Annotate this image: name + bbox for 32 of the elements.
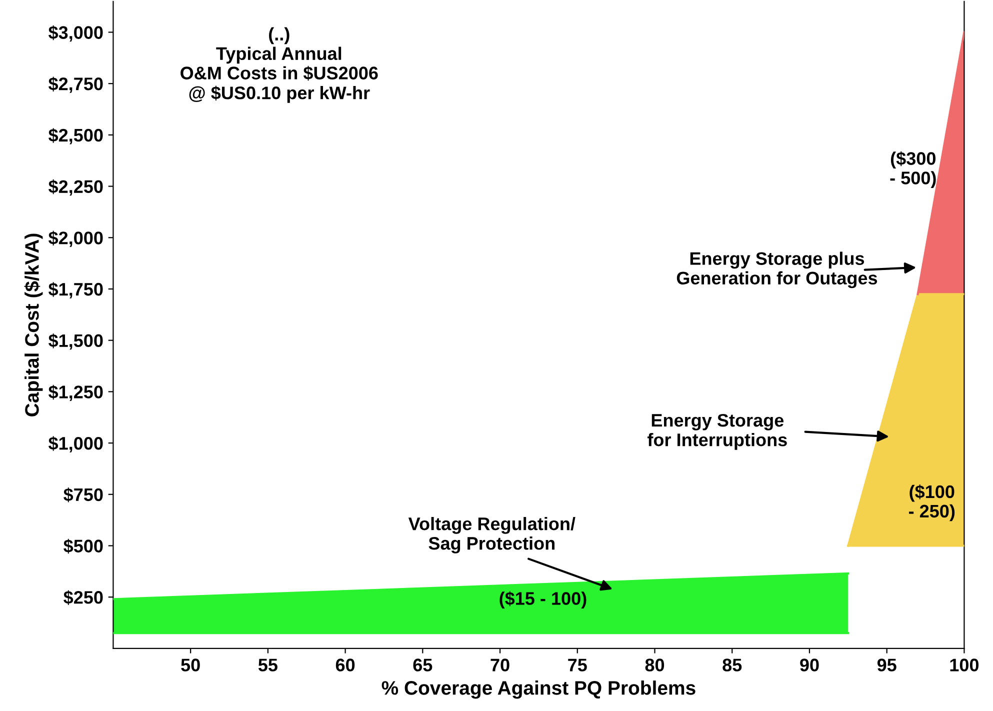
x-tick-label: 55 [258,658,278,672]
y-tick-label: $500 [64,538,103,554]
annotation: Energy Storage for Interruptions [648,414,787,450]
x-tick-label: 90 [800,658,819,672]
x-tick-label: 85 [722,658,742,672]
y-tick-label: $2,500 [48,128,103,144]
y-tick-label: $2,750 [48,76,103,93]
y-tick-label: $3,000 [48,25,103,42]
x-tick-label: 100 [950,658,979,672]
annotation: (..) Typical Annual O&M Costs in $US2006 @ $US0.10 per kW-hr [180,27,378,103]
y-tick-label: $750 [64,488,103,502]
x-tick-label: 60 [336,658,355,672]
x-axis-title: % Coverage Against PQ Problems [382,680,696,699]
x-tick-label: 50 [181,658,200,672]
x-tick-label: 95 [877,658,896,672]
y-tick-label: $2,000 [48,230,103,247]
y-tick-label: $1,000 [48,436,103,452]
annotation: ($15 - 100) [500,591,586,608]
y-tick-label: $250 [64,590,103,605]
x-tick-label: 75 [568,658,587,672]
y-tick-label: $2,250 [48,179,103,196]
y-tick-label: $1,250 [48,384,103,402]
annotation: Voltage Regulation/ Sag Protection [408,516,576,554]
y-tick-label: $1,750 [48,282,103,298]
x-tick-label: 70 [490,658,510,672]
x-tick-label: 65 [413,658,432,672]
x-tick-label: 80 [645,658,664,672]
y-tick-label: $1,500 [48,333,103,350]
y-axis-title: Capital Cost ($/kVA) [24,234,43,416]
annotation: Energy Storage plus Generation for Outages [676,252,878,288]
annotation: ($100 - 250) [908,484,955,522]
annotation: ($300 - 500) [890,151,936,188]
